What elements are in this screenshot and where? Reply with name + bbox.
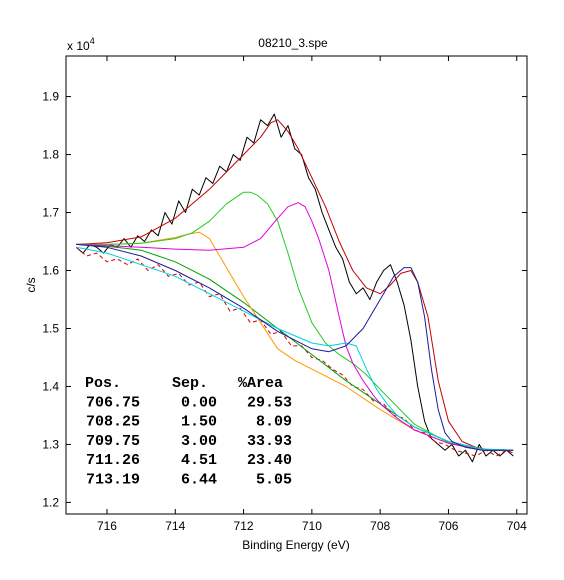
table-header-sep: Sep. xyxy=(172,375,208,392)
y-tick-label: 1.3 xyxy=(42,437,59,451)
table-cell: 5.05 xyxy=(256,472,292,489)
series-line-residual xyxy=(75,246,514,457)
y-tick-label: 1.8 xyxy=(42,148,59,162)
table-cell: 708.25 xyxy=(86,414,140,431)
x-tick-label: 706 xyxy=(438,519,458,533)
table-cell: 4.51 xyxy=(181,452,217,469)
x-tick-label: 716 xyxy=(97,519,117,533)
y-tick-label: 1.4 xyxy=(42,379,59,393)
x-axis-label: Binding Energy (eV) xyxy=(242,538,349,552)
table-cell: 29.53 xyxy=(247,394,292,411)
table-cell: 33.93 xyxy=(247,433,292,450)
table-header-area: %Area xyxy=(238,375,283,392)
series-line-peak-magenta xyxy=(76,202,514,451)
y-tick-label: 1.2 xyxy=(42,495,59,509)
y-tick-label: 1.5 xyxy=(42,321,59,335)
table-cell: 6.44 xyxy=(181,472,217,489)
table-cell: 1.50 xyxy=(181,414,217,431)
x-tick-label: 710 xyxy=(302,519,322,533)
y-tick-label: 1.9 xyxy=(42,90,59,104)
series-line-raw xyxy=(75,113,514,463)
table-cell: 8.09 xyxy=(256,414,292,431)
series-line-envelope xyxy=(76,119,514,451)
table-cell: 3.00 xyxy=(181,433,217,450)
table-cell: 709.75 xyxy=(86,433,140,450)
plot-frame xyxy=(65,55,528,515)
y-multiplier-label: x 104 xyxy=(67,36,95,53)
series-line-peak-navy xyxy=(76,243,514,451)
y-tick-label: 1.6 xyxy=(42,264,59,278)
table-header-pos: Pos. xyxy=(85,375,121,392)
x-tick-label: 704 xyxy=(507,519,527,533)
series-layer xyxy=(75,113,514,463)
y-axis-label: c/s xyxy=(24,277,38,292)
series-line-peak-cyan xyxy=(76,246,514,451)
table-cell: 706.75 xyxy=(86,394,140,411)
y-tick-label: 1.7 xyxy=(42,206,59,220)
series-line-peak-green xyxy=(76,191,514,451)
fit-results-table: Pos. Sep. %Area 706.75 0.00 29.53 708.25 1.5… xyxy=(85,375,292,489)
table-cell: 23.40 xyxy=(247,452,292,469)
x-tick-label: 712 xyxy=(234,519,254,533)
table-cell: 0.00 xyxy=(181,394,217,411)
y-axis: 1.2 1.3 1.4 1.5 1.6 1.7 1.8 1.9 xyxy=(42,90,527,509)
x-axis: 716 714 712 710 708 706 704 xyxy=(97,56,527,533)
x-tick-label: 714 xyxy=(165,519,185,533)
table-cell: 713.19 xyxy=(86,472,140,489)
chart-title: 08210_3.spe xyxy=(258,36,328,50)
x-tick-label: 708 xyxy=(370,519,390,533)
table-cell: 711.26 xyxy=(86,452,140,469)
